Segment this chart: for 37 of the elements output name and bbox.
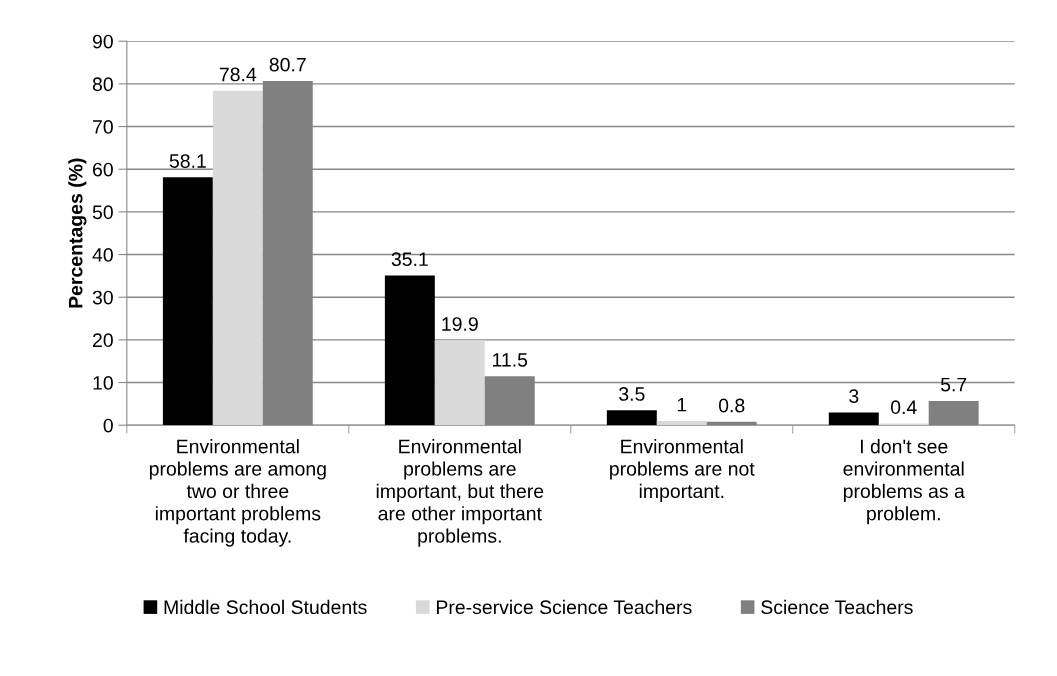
bar (656, 420, 707, 426)
data-label: 19.9 (442, 317, 478, 331)
data-label: 58.1 (169, 154, 206, 168)
legend-label: Science Teachers (761, 599, 913, 615)
data-label: 5.7 (940, 377, 967, 392)
y-tick-label: 90 (92, 34, 113, 49)
x-tick-label: Environmental problems are among two or three important problems facing today. (149, 439, 326, 547)
data-label: 78.4 (219, 67, 257, 82)
y-tick-label: 80 (92, 77, 113, 92)
data-label: 35.1 (391, 252, 428, 267)
y-tick-label: 40 (92, 248, 113, 262)
y-axis-title: Percentages (%) (68, 158, 87, 308)
data-label: 80.7 (269, 57, 306, 72)
y-tick-label: 30 (92, 290, 113, 305)
bar (434, 340, 485, 426)
y-tick-label: 10 (93, 376, 113, 390)
x-tick-label: Environmental problems are important, but there are other important problems. (376, 439, 544, 547)
legend-label: Middle School Students (164, 599, 367, 615)
y-tick-label: 0 (103, 418, 113, 433)
data-label: 11.5 (493, 353, 528, 367)
legend-label: Pre-service Science Teachers (436, 599, 692, 615)
data-label: 0.8 (718, 398, 745, 413)
bar (384, 275, 435, 426)
x-tick-label: Environmental problems are not important. (610, 439, 755, 502)
data-label: 3 (849, 389, 859, 404)
data-label: 0.4 (890, 400, 917, 415)
data-label: 3.5 (619, 387, 645, 401)
y-tick-label: 60 (93, 162, 113, 177)
data-label: 1 (677, 397, 687, 412)
y-tick-label: 20 (93, 333, 113, 348)
y-tick-label: 50 (92, 205, 113, 220)
bar (828, 412, 879, 426)
x-tick-label: I don't see environmental problems as a problem. (843, 439, 965, 525)
bar (162, 177, 213, 426)
bar (212, 90, 263, 426)
bar (606, 410, 657, 426)
y-tick-label: 70 (93, 120, 113, 134)
